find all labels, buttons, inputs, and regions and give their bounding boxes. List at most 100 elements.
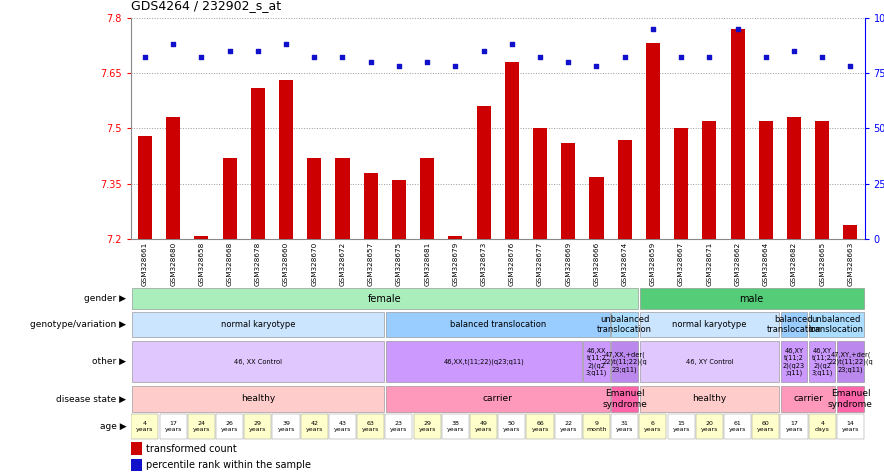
Bar xyxy=(216,414,243,439)
Bar xyxy=(442,414,469,439)
Bar xyxy=(385,414,413,439)
Bar xyxy=(809,341,835,383)
Bar xyxy=(611,414,638,439)
Text: 4
days: 4 days xyxy=(815,421,830,432)
Bar xyxy=(385,312,610,337)
Bar xyxy=(533,128,547,239)
Point xyxy=(223,47,237,55)
Bar xyxy=(583,414,610,439)
Bar xyxy=(639,414,667,439)
Bar xyxy=(724,414,751,439)
Text: carrier: carrier xyxy=(793,394,823,403)
Text: age ▶: age ▶ xyxy=(100,422,126,431)
Text: 60
years: 60 years xyxy=(757,421,774,432)
Point xyxy=(363,58,377,66)
Bar xyxy=(667,414,695,439)
Bar xyxy=(223,158,237,239)
Text: 4
years: 4 years xyxy=(136,421,154,432)
Bar xyxy=(809,414,835,439)
Point xyxy=(758,54,773,61)
Point xyxy=(476,47,491,55)
Bar xyxy=(470,414,497,439)
Text: 46,XX
t(11;2
2)(q2
3;q11): 46,XX t(11;2 2)(q2 3;q11) xyxy=(586,347,607,376)
Text: 47,XX,+der(
22)t(11;22)(q
23;q11): 47,XX,+der( 22)t(11;22)(q 23;q11) xyxy=(602,351,647,373)
Text: 49
years: 49 years xyxy=(475,421,492,432)
Bar xyxy=(646,44,660,239)
Bar xyxy=(499,414,525,439)
Bar xyxy=(612,341,638,383)
Bar xyxy=(781,312,807,337)
Bar xyxy=(702,121,716,239)
Text: 6
years: 6 years xyxy=(644,421,661,432)
Text: balanced translocation: balanced translocation xyxy=(450,320,545,329)
Bar xyxy=(640,288,864,310)
Point xyxy=(646,25,660,32)
Bar xyxy=(781,386,835,411)
Point xyxy=(448,63,462,70)
Text: 43
years: 43 years xyxy=(334,421,351,432)
Text: male: male xyxy=(740,293,764,304)
Text: unbalanced
translocation: unbalanced translocation xyxy=(809,315,864,334)
Text: 66
years: 66 years xyxy=(531,421,549,432)
Text: unbalanced
translocation: unbalanced translocation xyxy=(598,315,652,334)
Point xyxy=(702,54,716,61)
Text: Emanuel
syndrome: Emanuel syndrome xyxy=(828,389,873,409)
Point xyxy=(815,54,829,61)
Text: 23
years: 23 years xyxy=(390,421,408,432)
Bar xyxy=(357,414,385,439)
Bar xyxy=(420,158,434,239)
Bar xyxy=(301,414,328,439)
Bar xyxy=(837,414,864,439)
Text: disease state ▶: disease state ▶ xyxy=(57,394,126,403)
Text: 20
years: 20 years xyxy=(701,421,718,432)
Point xyxy=(138,54,152,61)
Text: 14
years: 14 years xyxy=(842,421,859,432)
Point xyxy=(843,63,857,70)
Bar xyxy=(583,341,610,383)
Text: other ▶: other ▶ xyxy=(93,357,126,366)
Bar xyxy=(640,312,779,337)
Bar xyxy=(385,341,582,383)
Text: 63
years: 63 years xyxy=(362,421,379,432)
Point xyxy=(308,54,322,61)
Bar xyxy=(448,236,462,239)
Bar xyxy=(781,341,807,383)
Bar xyxy=(132,414,158,439)
Point xyxy=(561,58,575,66)
Text: transformed count: transformed count xyxy=(146,444,237,454)
Text: normal karyotype: normal karyotype xyxy=(221,320,295,329)
Bar xyxy=(131,442,142,455)
Bar xyxy=(787,118,801,239)
Bar xyxy=(612,386,638,411)
Point xyxy=(533,54,547,61)
Bar xyxy=(590,176,604,239)
Text: healthy: healthy xyxy=(692,394,727,403)
Bar xyxy=(505,62,519,239)
Bar xyxy=(138,136,152,239)
Text: gender ▶: gender ▶ xyxy=(84,294,126,303)
Bar xyxy=(132,386,384,411)
Text: 39
years: 39 years xyxy=(278,421,294,432)
Text: percentile rank within the sample: percentile rank within the sample xyxy=(146,460,311,470)
Text: Emanuel
syndrome: Emanuel syndrome xyxy=(602,389,647,409)
Bar xyxy=(758,121,773,239)
Text: 17
years: 17 years xyxy=(164,421,182,432)
Bar xyxy=(385,386,610,411)
Text: carrier: carrier xyxy=(483,394,513,403)
Bar xyxy=(837,386,864,411)
Point xyxy=(787,47,801,55)
Text: 46,XY
t(11;2
2)(q23
;q11): 46,XY t(11;2 2)(q23 ;q11) xyxy=(783,347,805,376)
Text: 22
years: 22 years xyxy=(560,421,577,432)
Point xyxy=(392,63,406,70)
Text: balanced
translocation: balanced translocation xyxy=(766,315,821,334)
Bar xyxy=(815,121,829,239)
Bar xyxy=(554,414,582,439)
Text: 29
years: 29 years xyxy=(249,421,266,432)
Text: GDS4264 / 232902_s_at: GDS4264 / 232902_s_at xyxy=(131,0,281,12)
Bar xyxy=(561,143,575,239)
Text: 26
years: 26 years xyxy=(221,421,239,432)
Bar xyxy=(640,386,779,411)
Bar xyxy=(414,414,441,439)
Text: 17
years: 17 years xyxy=(785,421,803,432)
Bar xyxy=(476,106,491,239)
